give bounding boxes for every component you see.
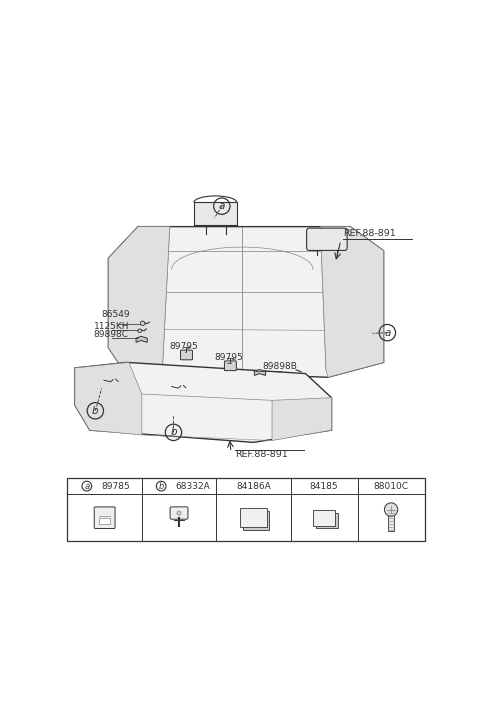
Polygon shape xyxy=(254,370,265,376)
Text: 68332A: 68332A xyxy=(175,481,210,491)
Text: 89795: 89795 xyxy=(170,341,199,350)
Text: b: b xyxy=(92,406,99,415)
Polygon shape xyxy=(315,513,338,528)
Text: b: b xyxy=(170,427,177,437)
Text: 84186A: 84186A xyxy=(236,481,271,491)
Polygon shape xyxy=(321,227,384,377)
Text: 88010C: 88010C xyxy=(373,481,408,491)
Polygon shape xyxy=(194,202,237,225)
Polygon shape xyxy=(75,362,142,435)
Text: 84185: 84185 xyxy=(310,481,338,491)
Polygon shape xyxy=(313,510,335,526)
Circle shape xyxy=(177,511,181,515)
Bar xyxy=(388,511,394,531)
FancyBboxPatch shape xyxy=(170,507,188,519)
Circle shape xyxy=(138,329,142,333)
Text: REF.88-891: REF.88-891 xyxy=(235,450,288,459)
FancyBboxPatch shape xyxy=(94,507,115,529)
FancyBboxPatch shape xyxy=(307,228,347,250)
Text: 89898C: 89898C xyxy=(94,330,129,339)
Text: a: a xyxy=(218,201,225,211)
FancyBboxPatch shape xyxy=(225,361,236,370)
Bar xyxy=(99,518,110,524)
Circle shape xyxy=(384,503,398,516)
Circle shape xyxy=(140,321,145,326)
FancyBboxPatch shape xyxy=(180,350,192,360)
Text: REF.88-891: REF.88-891 xyxy=(343,229,396,238)
Polygon shape xyxy=(243,511,269,530)
Polygon shape xyxy=(240,508,267,527)
Text: 89795: 89795 xyxy=(215,352,243,362)
Polygon shape xyxy=(75,362,332,442)
Polygon shape xyxy=(108,227,170,370)
FancyBboxPatch shape xyxy=(67,478,424,541)
Text: 89898B: 89898B xyxy=(263,362,298,370)
Text: a: a xyxy=(384,328,391,338)
Polygon shape xyxy=(272,398,332,441)
Text: b: b xyxy=(158,481,164,491)
Text: 86549: 86549 xyxy=(101,310,130,318)
Text: 89785: 89785 xyxy=(101,481,130,491)
Text: 1125KH: 1125KH xyxy=(94,322,129,331)
Polygon shape xyxy=(108,227,384,377)
Text: a: a xyxy=(84,481,89,491)
Polygon shape xyxy=(136,336,147,342)
